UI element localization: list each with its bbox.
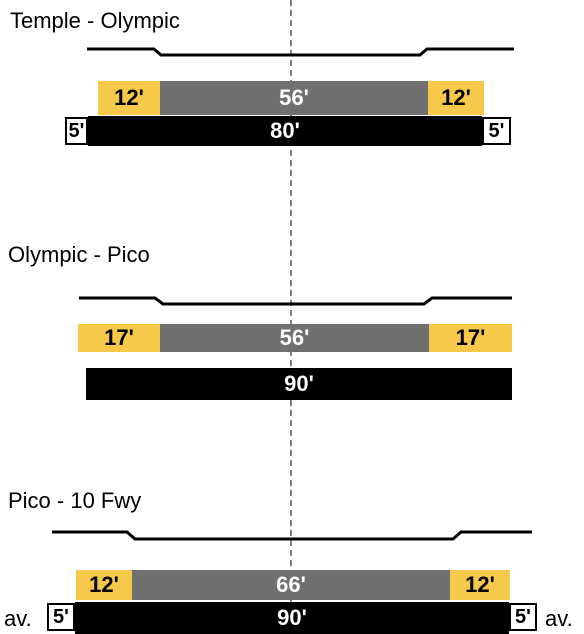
segment-3-right-sidewalk: 5' [509, 603, 537, 631]
segment-3-left-lane: 12' [76, 570, 132, 600]
segment-3-left-note: av. [4, 606, 32, 631]
profile-line-2 [79, 296, 512, 306]
profile-line-1 [87, 47, 514, 57]
segment-3-right-lane: 12' [450, 570, 510, 600]
segment-2-center: 56' [160, 324, 429, 352]
segment-3-center: 66' [132, 570, 450, 600]
segment-1-left-sidewalk: 5' [65, 117, 88, 145]
segment-1-right-lane: 12' [428, 81, 484, 115]
segment-2-title: Olympic - Pico [8, 242, 150, 267]
segment-3-right-note: av. [545, 606, 573, 631]
profile-line-3 [52, 530, 532, 541]
segment-3-title: Pico - 10 Fwy [8, 488, 142, 513]
segment-2-row: 90' [86, 368, 512, 400]
segment-2-right-lane: 17' [429, 324, 512, 352]
segment-1-title: Temple - Olympic [10, 8, 180, 33]
segment-1-center: 56' [160, 81, 428, 115]
segment-1-left-lane: 12' [98, 81, 160, 115]
segment-1-right-sidewalk: 5' [482, 117, 511, 145]
segment-2-left-lane: 17' [78, 324, 160, 352]
segment-3-row: 90' [75, 602, 509, 634]
segment-1-row: 80' [88, 116, 482, 146]
segment-3-left-sidewalk: 5' [47, 603, 75, 631]
